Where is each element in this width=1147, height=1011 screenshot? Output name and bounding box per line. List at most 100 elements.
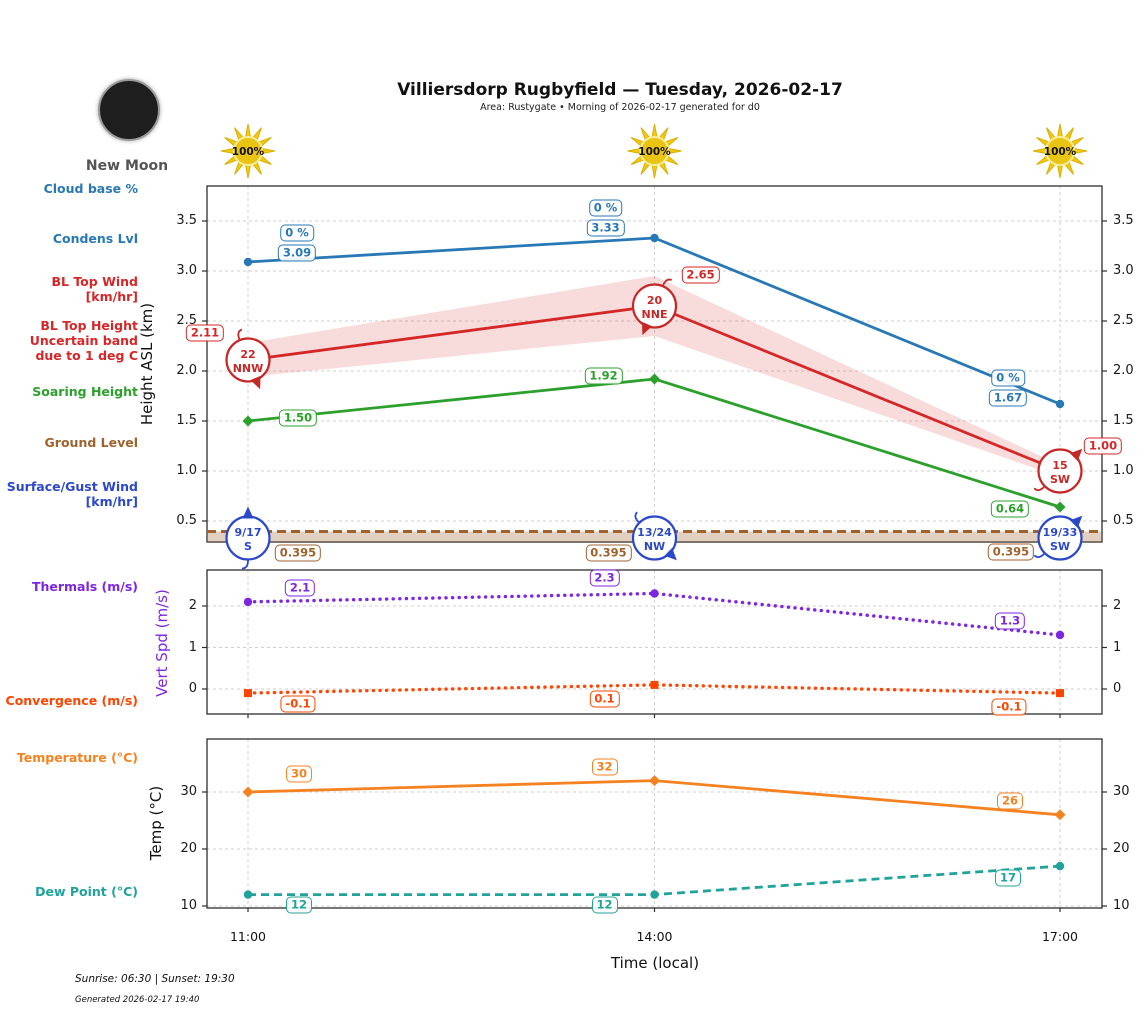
bl-top-value-badge: 2.65	[681, 266, 720, 284]
y-tick-label: 0.5	[1113, 513, 1134, 528]
y-axis-label-temp: Temp (°C)	[147, 785, 165, 861]
ground-level-value-badge: 0.395	[585, 544, 632, 561]
wind-tail-icon	[662, 278, 673, 286]
bl-top-value-badge: 2.11	[185, 324, 225, 342]
wind-direction-label: SW	[1050, 473, 1070, 486]
wind-arrow-icon	[664, 547, 677, 561]
surface-wind-indicator: 9/17S	[225, 506, 271, 570]
sidebar-item-cloud-base-: Cloud base %	[0, 181, 138, 196]
y-tick-label: 10	[1113, 898, 1130, 913]
sun-disc-icon	[639, 136, 670, 166]
y-tick-label: 1	[1113, 639, 1122, 655]
wind-tail-icon	[1033, 553, 1045, 559]
sidebar-item-line: Condens Lvl	[52, 231, 138, 246]
thermals-marker	[1055, 630, 1065, 640]
sidebar-item-line: Temperature (°C)	[16, 750, 138, 765]
y-tick-label: 3.5	[1113, 213, 1134, 228]
dew-point-value-badge: 12	[285, 896, 313, 914]
y-tick-label: 1.0	[1113, 463, 1134, 478]
convergence-value-badge: -0.1	[991, 698, 1027, 716]
x-tick-label: 11:00	[229, 929, 267, 944]
y-tick-label: 3.5	[176, 213, 197, 228]
wind-tail-icon	[241, 560, 249, 570]
sidebar-item-line: [km/hr]	[85, 494, 138, 509]
page-title: Villiersdorp Rugbyfield — Tuesday, 2026-…	[397, 80, 843, 100]
wind-speed-label: 15	[1052, 459, 1067, 472]
y-tick-label: 1.0	[176, 463, 197, 478]
sun-percentage-label: 100%	[232, 146, 265, 158]
wind-direction-label: S	[244, 540, 252, 553]
sidebar-item-line: BL Top Height	[40, 318, 138, 333]
sidebar-item-line: Convergence (m/s)	[5, 693, 138, 708]
wind-arrow-icon	[250, 375, 261, 390]
condens-lvl-value-badge: 1.67	[988, 389, 1028, 407]
y-tick-label: 0	[1113, 681, 1122, 696]
sidebar-item-convergence-m-s-: Convergence (m/s)	[0, 693, 138, 708]
wind-arrow-icon	[642, 321, 653, 336]
sidebar-item-line: Ground Level	[44, 435, 138, 450]
bl-top-uncertainty-band	[248, 276, 1060, 477]
dew-point-marker	[243, 890, 253, 899]
page-subtitle: Area: Rustygate • Morning of 2026-02-17 …	[480, 102, 760, 113]
wind-tail-icon	[1033, 486, 1045, 492]
sun-icon: 100%	[1032, 123, 1088, 179]
sidebar-item-surface-gust-wind: Surface/Gust Wind [km/hr]	[0, 479, 138, 509]
wind-circle	[631, 283, 678, 329]
sidebar-item-line: Surface/Gust Wind	[6, 479, 138, 494]
x-tick-label: 14:00	[636, 929, 673, 944]
sidebar-item-soaring-height: Soaring Height	[0, 384, 138, 399]
wind-direction-label: NW	[644, 540, 665, 553]
y-tick-label: 2	[1113, 598, 1122, 613]
soaring-height-value-badge: 1.50	[278, 409, 318, 427]
sun-disc-icon	[1045, 136, 1075, 166]
temperature-line	[247, 779, 1061, 817]
y-tick-label: 1	[188, 639, 197, 655]
wind-speed-label: 9/17	[235, 526, 262, 539]
convergence-marker	[244, 689, 252, 698]
soaring-height-marker	[1054, 501, 1066, 513]
condens-lvl-value-badge: 3.33	[586, 219, 625, 237]
sunrise-sunset-note: Sunrise: 06:30 | Sunset: 19:30	[75, 973, 235, 985]
thermals-line	[246, 591, 1062, 637]
y-tick-label: 3.0	[1113, 263, 1134, 278]
y-tick-label: 30	[1113, 784, 1130, 799]
y-tick-label: 3.0	[176, 263, 197, 278]
soaring-height-value-badge: 1.92	[584, 367, 623, 385]
sidebar-item-line: Uncertain band	[29, 333, 138, 348]
sidebar-item-line: Thermals (m/s)	[31, 579, 138, 594]
temperature-value-badge: 32	[591, 758, 618, 776]
y-tick-label: 10	[180, 898, 197, 913]
wind-speed-label: 20	[647, 294, 663, 307]
ground-level-value-badge: 0.395	[987, 543, 1035, 560]
sidebar-item-line: Dew Point (°C)	[35, 884, 138, 899]
convergence-value-badge: 0.1	[589, 690, 620, 708]
ground-level-value-badge: 0.395	[274, 544, 322, 561]
y-tick-label: 0	[188, 681, 197, 696]
convergence-marker	[650, 680, 659, 689]
thermals-marker	[243, 597, 253, 607]
plot-border	[206, 569, 1103, 715]
cloud-base-pct-badge: 0 %	[280, 224, 314, 242]
plot-border	[206, 738, 1103, 909]
condens-lvl-marker	[243, 257, 253, 267]
sidebar-item-condens-lvl: Condens Lvl	[0, 231, 138, 246]
sun-percentage-label: 100%	[638, 146, 671, 158]
x-tick-label: 17:00	[1041, 929, 1079, 944]
sidebar-item-line: Soaring Height	[32, 384, 138, 399]
temperature-marker	[242, 786, 254, 798]
cloud-base-pct-badge: 0 %	[588, 199, 623, 217]
wind-speed-label: 22	[240, 348, 255, 361]
generated-timestamp: Generated 2026-02-17 19:40	[75, 995, 200, 1005]
thermals-marker	[650, 589, 659, 598]
wind-circle	[631, 515, 678, 561]
sun-icon: 100%	[220, 123, 276, 179]
soaring-height-marker	[242, 415, 254, 427]
wind-circle	[1037, 515, 1083, 561]
sidebar-item-line: due to 1 deg C	[35, 348, 138, 363]
temperature-value-badge: 26	[996, 792, 1024, 810]
wind-speed-label: 19/33	[1043, 526, 1078, 539]
wind-direction-label: NNE	[642, 308, 668, 321]
y-tick-label: 2.5	[1113, 313, 1134, 328]
condens-lvl-marker	[650, 233, 659, 243]
